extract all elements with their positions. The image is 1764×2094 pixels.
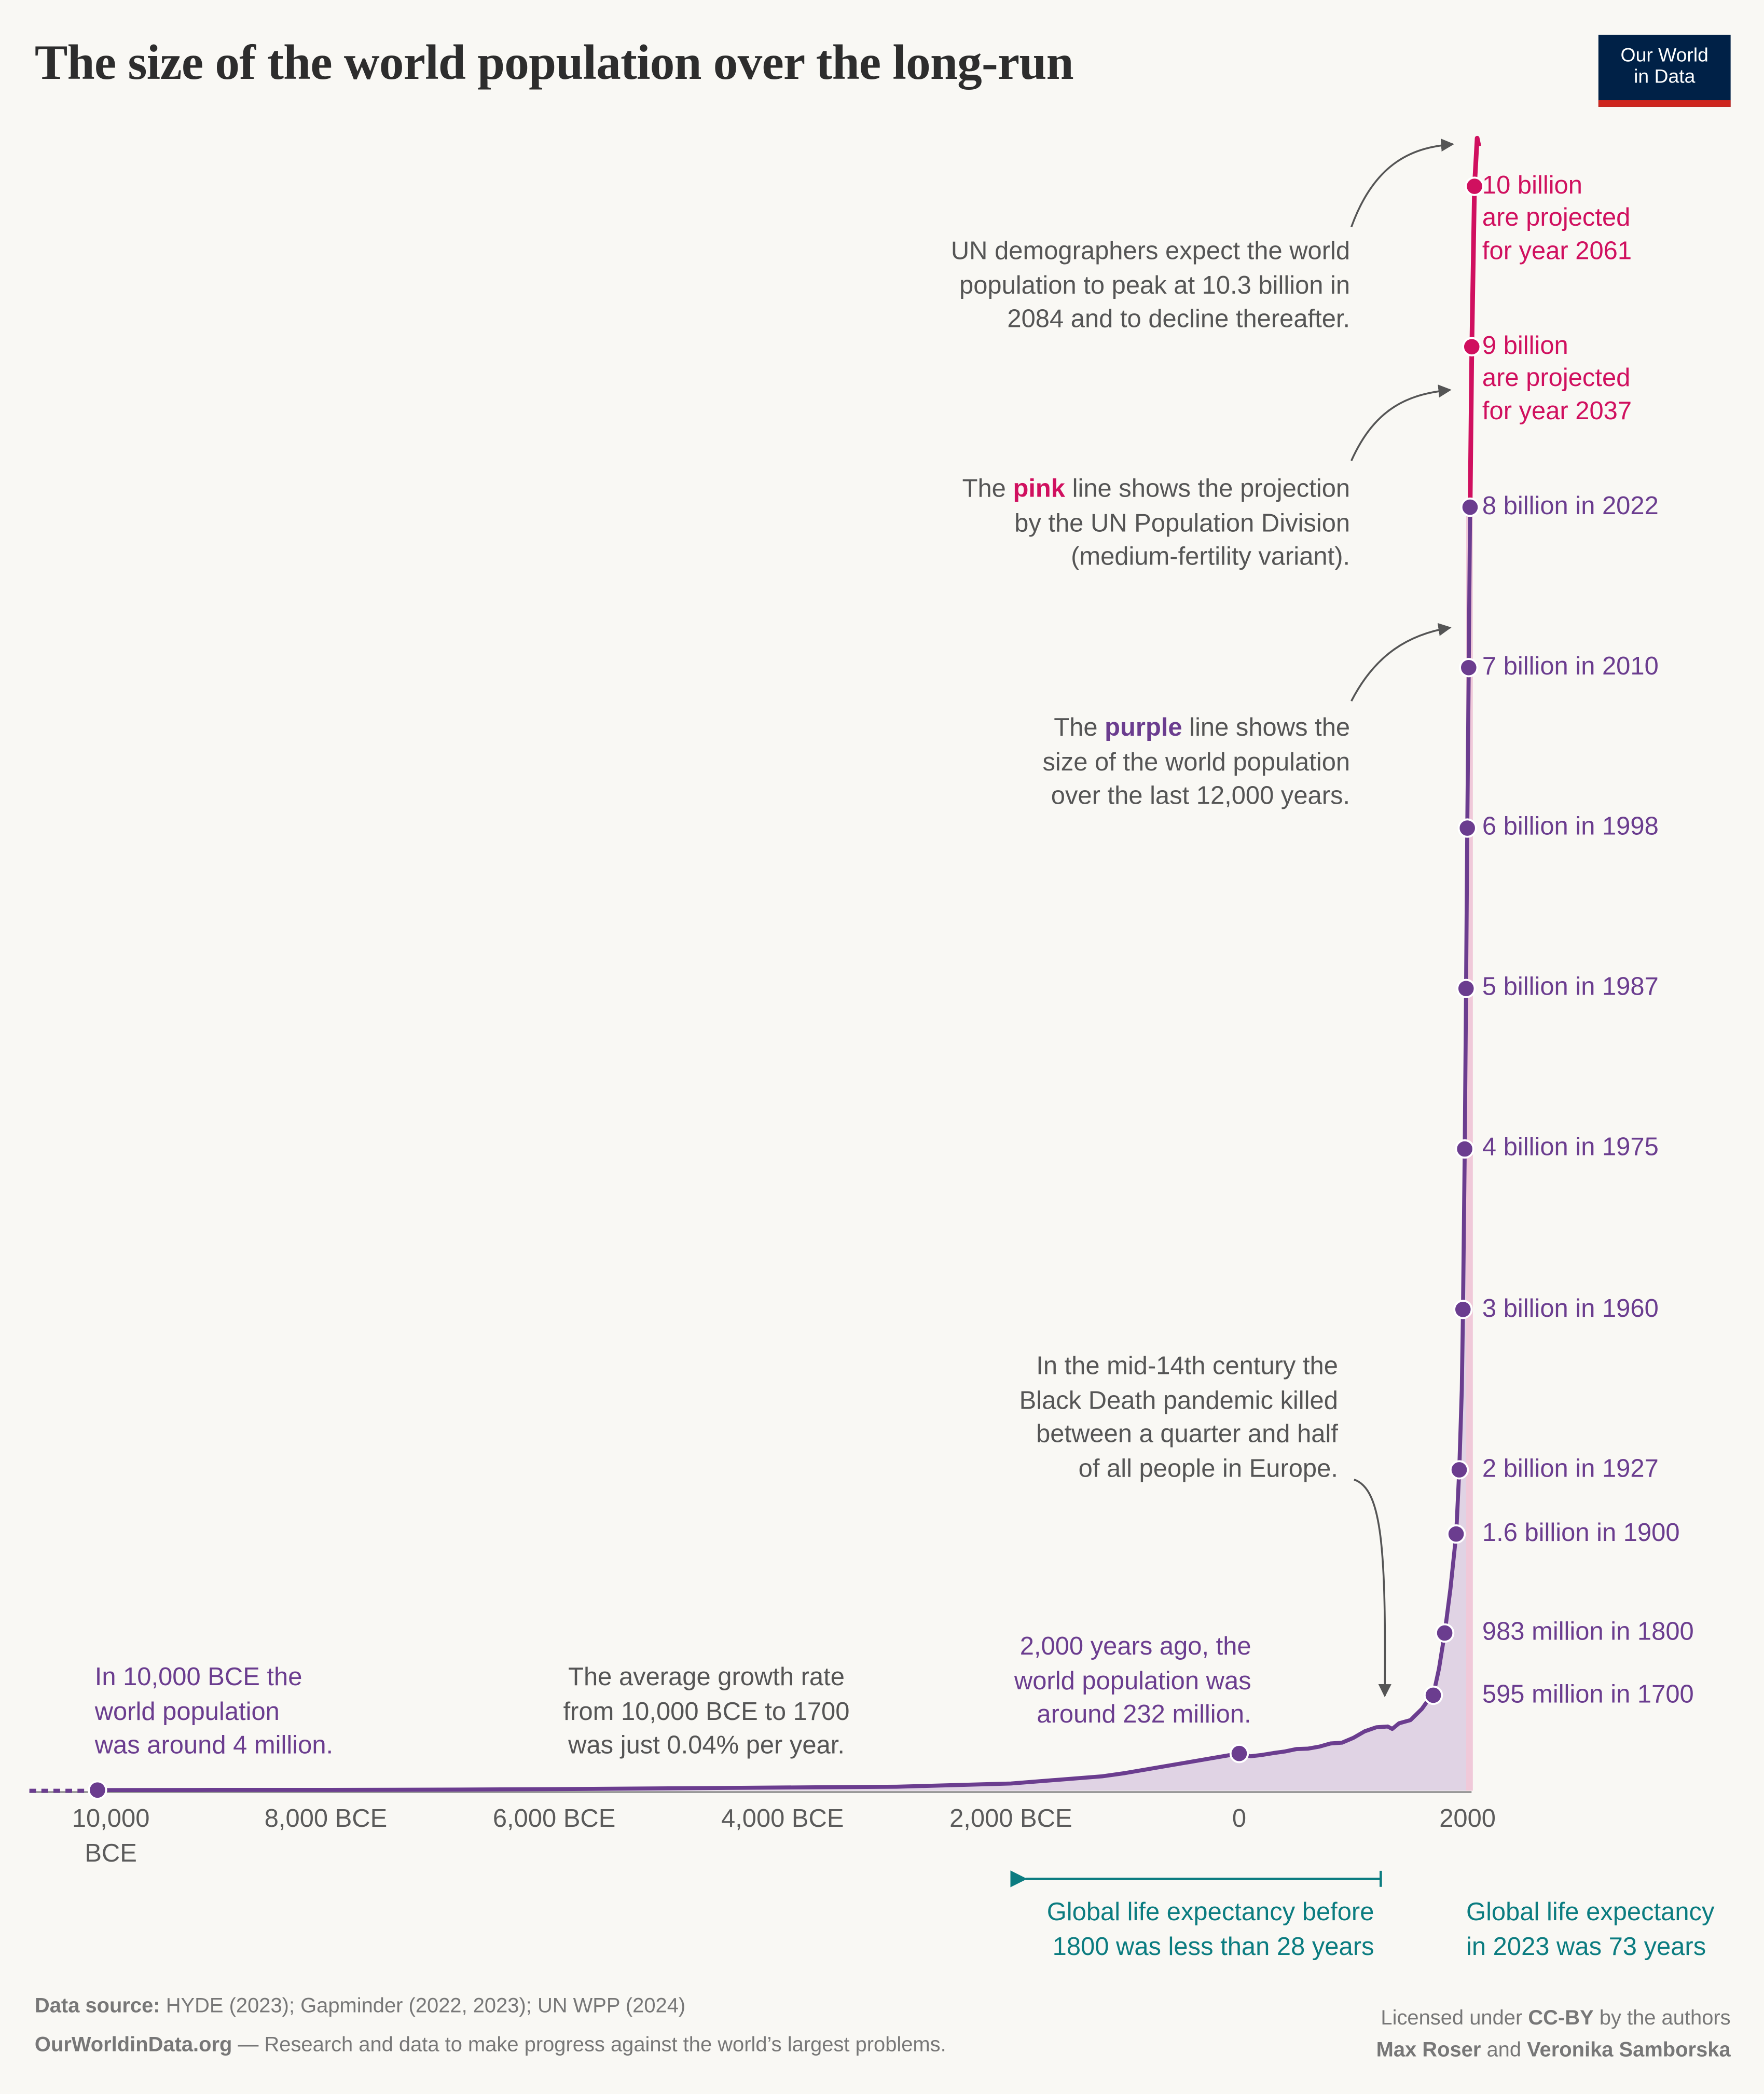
annotation-purple-line: The purple line shows the size of the wo…	[1042, 714, 1350, 811]
milestone-label: 1.6 billion in 1900	[1482, 1519, 1680, 1548]
milestone-dot	[1462, 337, 1482, 356]
milestone-label: 8 billion in 2022	[1482, 492, 1659, 521]
milestone-label: 595 million in 1700	[1482, 1680, 1694, 1709]
data-point	[1229, 1744, 1249, 1764]
milestone-label: 6 billion in 1998	[1482, 813, 1659, 842]
x-tick-label: 0	[1232, 1805, 1247, 1834]
annotation-10000-bce: In 10,000 BCE the world population was aro…	[94, 1663, 334, 1760]
chart-title: The size of the world population over th…	[34, 36, 1074, 91]
milestone-dot	[1457, 818, 1477, 838]
annotation-growth-rate: The average growth rate from 10,000 BCE t…	[563, 1663, 850, 1760]
population-line	[97, 499, 1472, 1793]
milestone-dot	[1423, 1685, 1443, 1705]
milestone-dot	[1446, 1524, 1466, 1544]
milestone-dot	[1435, 1623, 1455, 1643]
x-tick-label: 8,000 BCE	[264, 1805, 388, 1834]
arrow-black-death	[1354, 1479, 1391, 1698]
milestone-label: 10 billion are projected for year 2061	[1482, 171, 1632, 265]
logo-text: in Data	[1634, 66, 1696, 88]
milestone-label: 2 billion in 1927	[1482, 1455, 1659, 1483]
annotation-black-death: In the mid-14th century the Black Death p…	[1019, 1353, 1338, 1483]
arrow-un-peak	[1350, 139, 1454, 228]
milestone-label: 5 billion in 1987	[1482, 973, 1659, 1002]
logo-text: Our World	[1620, 45, 1708, 67]
milestone-dot	[1455, 1139, 1474, 1159]
historic-area-fill	[97, 499, 1470, 1791]
milestone-dot	[1453, 1300, 1473, 1319]
x-tick-label: 2,000 BCE	[949, 1805, 1072, 1834]
site-link[interactable]: OurWorldinData.org	[34, 2033, 232, 2057]
x-tick-label: 10,000 BCE	[72, 1805, 150, 1868]
milestone-dot	[1449, 1460, 1469, 1480]
data-point	[88, 1780, 107, 1800]
milestone-label: 4 billion in 1975	[1482, 1134, 1659, 1163]
milestone-label: 7 billion in 2010	[1482, 653, 1659, 681]
license: Licensed under CC-BY by the authors Max …	[1376, 2007, 1731, 2062]
annotation-year-0: 2,000 years ago, the world population was…	[1014, 1633, 1251, 1730]
data-source: Data source: HYDE (2023); Gapminder (202…	[34, 1995, 686, 2018]
owid-logo[interactable]: Our World in Data	[1598, 34, 1731, 107]
x-tick-label: 4,000 BCE	[721, 1805, 844, 1834]
arrow-purple-line	[1350, 623, 1452, 702]
license-link[interactable]: CC-BY	[1528, 2007, 1594, 2030]
milestone-label: 9 billion are projected for year 2037	[1482, 332, 1632, 426]
milestone-dot	[1460, 497, 1480, 517]
site-tagline: OurWorldinData.org — Research and data t…	[34, 2033, 946, 2057]
arrow-pink-line	[1350, 384, 1452, 461]
annotation-life-expectancy-2023: Global life expectancy in 2023 was 73 yea…	[1466, 1898, 1715, 1961]
milestone-dot	[1459, 658, 1479, 678]
annotation-pink-line: The pink line shows the projection by th…	[962, 475, 1350, 572]
x-tick-label: 2000	[1439, 1805, 1496, 1834]
x-tick-label: 6,000 BCE	[492, 1805, 616, 1834]
annotation-un-peak: UN demographers expect the world populati…	[950, 238, 1350, 334]
milestone-dot	[1465, 176, 1484, 196]
milestone-dot	[1456, 979, 1476, 998]
milestone-label: 983 million in 1800	[1482, 1618, 1694, 1647]
milestone-label: 3 billion in 1960	[1482, 1294, 1659, 1323]
annotation-life-expectancy-before-1800: Global life expectancy before 1800 was le…	[1046, 1898, 1374, 1961]
